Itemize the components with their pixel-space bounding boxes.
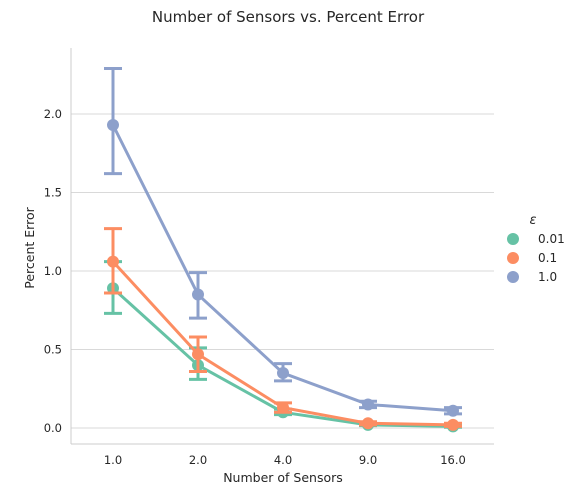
x-axis-title: Number of Sensors (223, 470, 343, 485)
y-tick-label: 1.5 (44, 186, 62, 200)
data-point (107, 255, 119, 268)
series-0-1 (104, 227, 462, 431)
legend: ε 0.01 0.1 1.0 (507, 213, 565, 284)
data-point (362, 398, 374, 411)
series-1-0 (104, 66, 462, 417)
series-line (111, 260, 454, 427)
y-tick-labels: 0.0 0.5 1.0 1.5 2.0 (44, 107, 62, 435)
x-tick-labels: 1.0 2.0 4.0 9.0 16.0 (104, 453, 466, 467)
data-point (447, 404, 459, 417)
legend-marker (507, 271, 519, 283)
y-axis-title: Percent Error (22, 206, 37, 288)
data-point (107, 118, 119, 131)
data-point (362, 417, 374, 430)
y-tick-label: 1.0 (44, 264, 62, 278)
legend-marker (507, 233, 519, 245)
x-tick-label: 16.0 (440, 453, 466, 467)
grid (71, 113, 494, 429)
data-point (277, 367, 289, 380)
x-tick-label: 2.0 (189, 453, 207, 467)
y-tick-label: 0.5 (44, 343, 62, 357)
legend-title: ε (529, 213, 536, 228)
y-tick-label: 0.0 (44, 421, 62, 435)
data-point (192, 348, 204, 361)
series-group (104, 66, 462, 433)
y-tick-label: 2.0 (44, 107, 62, 121)
data-point (277, 401, 289, 414)
data-point (192, 288, 204, 301)
legend-label: 0.01 (538, 232, 565, 246)
x-tick-label: 4.0 (274, 453, 292, 467)
legend-marker (507, 252, 519, 264)
legend-label: 1.0 (538, 270, 557, 284)
x-tick-label: 9.0 (359, 453, 377, 467)
chart-title: Number of Sensors vs. Percent Error (152, 8, 425, 26)
legend-label: 0.1 (538, 251, 557, 265)
x-tick-label: 1.0 (104, 453, 122, 467)
data-point (447, 418, 459, 431)
